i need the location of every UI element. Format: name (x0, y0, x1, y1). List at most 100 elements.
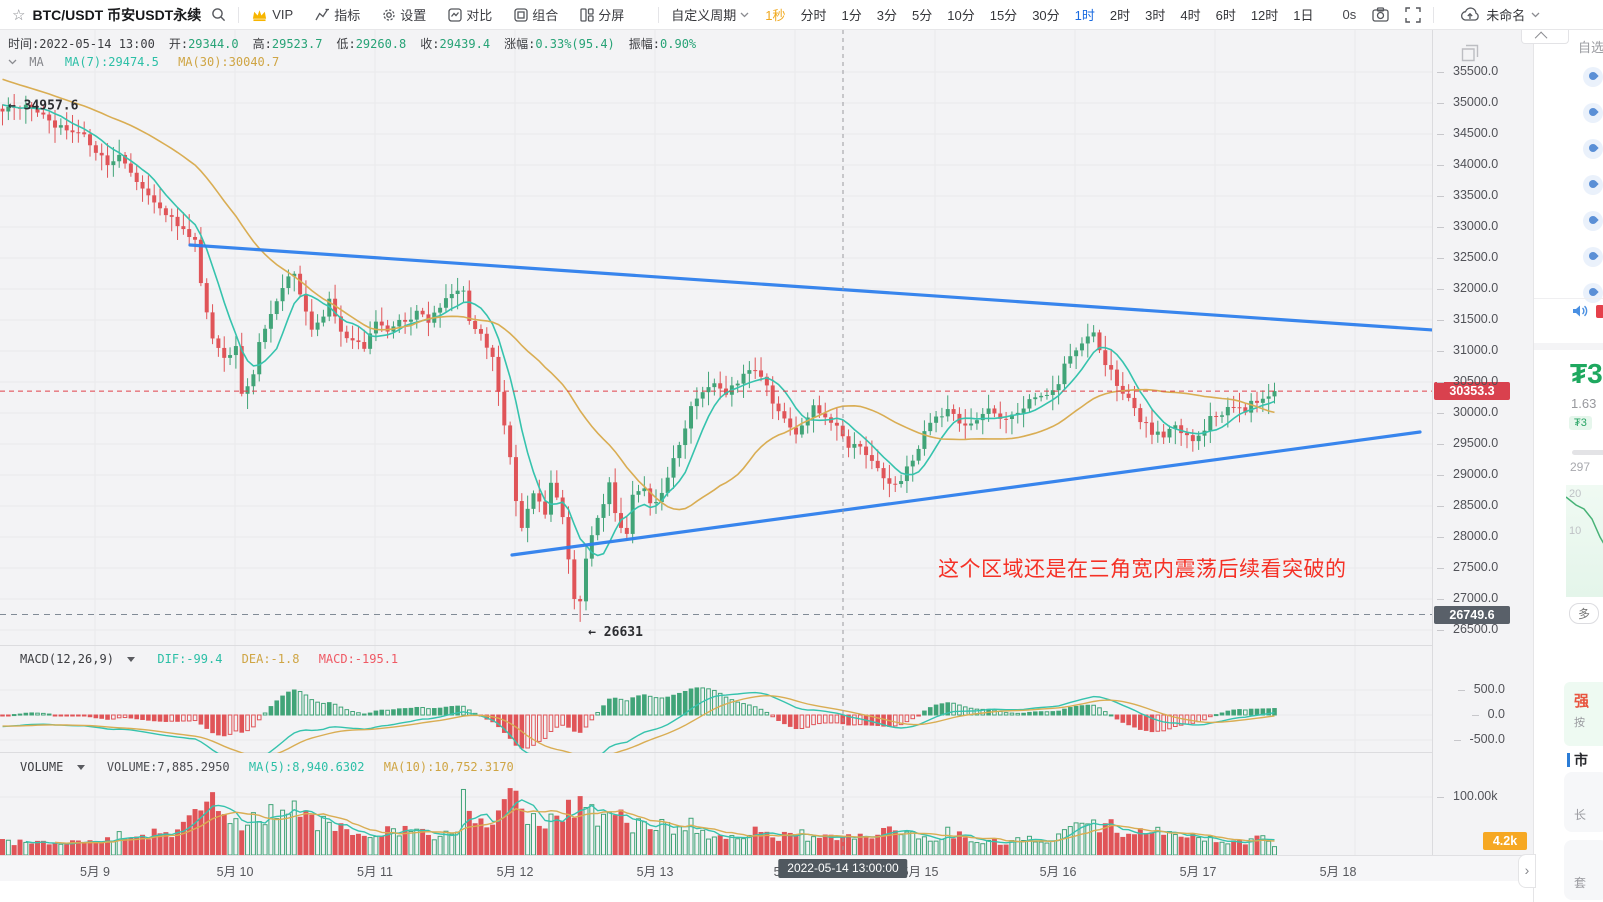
period-3时[interactable]: 3时 (1145, 8, 1166, 23)
macd-tick: -500.0 (1453, 732, 1505, 746)
ticker-last-price: ₮3 (1570, 358, 1603, 389)
time-label: 5月 11 (357, 865, 393, 879)
chevron-up-icon (1534, 31, 1548, 45)
chevron-down-icon (1531, 12, 1540, 17)
fullscreen-icon[interactable] (1405, 6, 1421, 23)
custom-period-dropdown[interactable]: 自定义周期 (671, 5, 749, 24)
period-12时[interactable]: 12时 (1250, 8, 1279, 23)
card-label: 长 (1574, 808, 1587, 822)
toolbar-item-VIP[interactable]: VIP (251, 7, 293, 22)
price-tick: 28000.0 (1436, 529, 1499, 543)
toolbar-item-对比[interactable]: 对比 (448, 5, 492, 24)
high-marker: ← 34957.6 (8, 99, 79, 114)
split-icon (580, 7, 594, 22)
period-1秒[interactable]: 1秒 (765, 8, 786, 23)
tab-watchlist[interactable]: 自选 (1578, 40, 1603, 55)
cloud-upload-icon (1461, 7, 1480, 21)
watchlist-sidebar: 自选 ₮3 1.63 ₮3 297 多 强 按 市 长 套 20 10 (1533, 30, 1603, 902)
toolbar-item-设置[interactable]: 设置 (382, 5, 426, 24)
search-icon[interactable] (211, 7, 226, 22)
section-accent-bar (1567, 753, 1570, 767)
price-tick: 33000.0 (1436, 219, 1499, 233)
period-3分[interactable]: 3分 (876, 8, 898, 23)
period-1日[interactable]: 1日 (1293, 8, 1314, 23)
time-label: 5月 9 (80, 865, 110, 879)
macd-tick: 500.0 (1457, 682, 1505, 696)
time-label: 5月 12 (496, 865, 534, 879)
volume-layer (0, 788, 1278, 855)
period-10分[interactable]: 10分 (947, 8, 975, 23)
gear-icon (382, 8, 396, 22)
macd-tick: 0.0 (1471, 707, 1505, 721)
time-label: 5月 17 (1179, 865, 1217, 879)
mini-chart-tick: 10 (1569, 525, 1582, 537)
price-tick: 31500.0 (1436, 312, 1499, 326)
chart-canvas[interactable]: ← 34957.6 ← 26631 时间:2022-05-14 13:00 开:29… (0, 30, 1432, 855)
price-tick: 35500.0 (1436, 64, 1499, 78)
period-1分[interactable]: 1分 (841, 8, 862, 23)
hot-drop-icon[interactable] (1583, 247, 1603, 267)
strength-sub: 按 (1574, 717, 1585, 729)
hot-drop-icon[interactable] (1583, 283, 1603, 303)
divider (1534, 298, 1603, 299)
restore-window-icon[interactable] (1461, 44, 1479, 62)
hot-drop-icon[interactable] (1583, 175, 1603, 195)
time-label: 5月 16 (1039, 865, 1077, 879)
user-note-annotation[interactable]: 这个区域还是在三角宽内震荡后续看突破的 (938, 558, 1347, 581)
strength-card[interactable]: 强 按 (1564, 682, 1603, 746)
divider (1534, 343, 1603, 350)
price-tick: 35000.0 (1436, 95, 1499, 109)
period-6时[interactable]: 6时 (1215, 8, 1236, 23)
toolbar-item-组合[interactable]: 组合 (514, 5, 558, 24)
layout-name: 未命名 (1486, 8, 1526, 23)
long-short-pill[interactable]: 多 (1569, 603, 1600, 624)
price-tick: 30500.0 (1436, 374, 1499, 388)
price-tick: 29500.0 (1436, 436, 1499, 450)
price-tick: 31000.0 (1436, 343, 1499, 357)
ticker-sub-value: 1.63 (1571, 396, 1597, 411)
snapshot-camera-icon[interactable] (1372, 7, 1389, 22)
favorite-star-icon[interactable]: ☆ (12, 6, 26, 24)
price-tick: 33500.0 (1436, 188, 1499, 202)
speaker-icon[interactable] (1572, 304, 1588, 323)
compare-icon (448, 7, 462, 22)
sidebar-collapse-tab[interactable] (1521, 30, 1569, 45)
panel-expand-tab[interactable]: › (1518, 854, 1536, 888)
period-2时[interactable]: 2时 (1109, 8, 1131, 23)
period-15分[interactable]: 15分 (989, 8, 1018, 23)
toolbar-divider (238, 6, 240, 23)
hot-drop-icon[interactable] (1583, 211, 1603, 231)
main-chart-svg[interactable]: ← 34957.6 ← 26631 (0, 30, 1432, 855)
hot-drop-icon[interactable] (1583, 67, 1603, 87)
period-4时[interactable]: 4时 (1180, 8, 1201, 23)
price-tick: 26500.0 (1436, 622, 1499, 636)
price-tick: 34000.0 (1436, 157, 1499, 171)
price-axis[interactable]: 30353.3 26749.6 4.2k 35500.0 35000.0 34500… (1432, 30, 1533, 855)
candles-layer (0, 94, 1277, 622)
market-card[interactable]: 长 (1564, 772, 1603, 832)
hot-drop-icon[interactable] (1583, 103, 1603, 123)
candle-countdown: 0s (1342, 7, 1357, 22)
hot-drop-icon[interactable] (1583, 139, 1603, 159)
crosshair-time-tooltip: 2022-05-14 13:00:00 (778, 859, 908, 878)
period-30分[interactable]: 30分 (1032, 8, 1060, 23)
market-card[interactable]: 套 (1564, 840, 1603, 900)
toolbar-item-指标[interactable]: 指标 (315, 5, 360, 24)
portfolio-icon (514, 7, 528, 22)
mini-trend-chart (1565, 485, 1603, 597)
section-header-market: 市 (1567, 750, 1588, 770)
low-line-badge: 26749.6 (1434, 605, 1510, 624)
price-tick: 32500.0 (1436, 250, 1499, 264)
price-tick: 32000.0 (1436, 281, 1499, 295)
time-label: 5月 18 (1319, 865, 1357, 879)
drawing-layer: ← 34957.6 ← 26631 (0, 30, 1432, 855)
period-1时[interactable]: 1时 (1074, 8, 1095, 23)
layout-save-dropdown[interactable]: 未命名 (1460, 5, 1540, 24)
time-label: 5月 15 (901, 865, 939, 879)
period-5分[interactable]: 5分 (912, 8, 933, 23)
custom-period-label: 自定义周期 (671, 8, 737, 23)
period-分时[interactable]: 分时 (800, 8, 827, 23)
toolbar-item-分屏[interactable]: 分屏 (580, 5, 624, 24)
